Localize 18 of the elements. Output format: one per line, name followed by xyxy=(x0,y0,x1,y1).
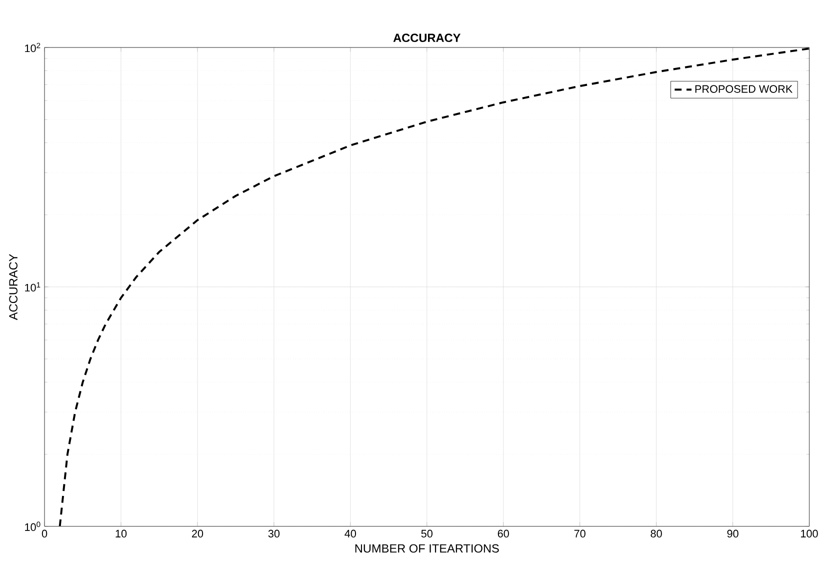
x-tick-label: 50 xyxy=(421,530,432,538)
y-tick-label: 10$^{1}$ xyxy=(25,282,40,292)
x-tick-label: 60 xyxy=(498,530,509,538)
x-tick-label: 90 xyxy=(727,530,738,538)
x-tick-label: 10 xyxy=(116,530,127,538)
x-tick-label: 80 xyxy=(650,530,662,538)
x-axis-title: NUMBER OF ITEARTIONS xyxy=(355,544,499,553)
y-axis-title: ACCURACY xyxy=(9,254,18,320)
chart-title: ACCURACY xyxy=(393,34,461,42)
x-tick-label: 0 xyxy=(42,530,48,538)
legend-label: PROPOSED WORK xyxy=(695,85,793,93)
y-tick-label: 10$^{0}$ xyxy=(25,522,40,532)
x-tick-label: 40 xyxy=(344,530,356,538)
x-tick-label: 70 xyxy=(574,530,586,538)
y-tick-label: 10$^{2}$ xyxy=(25,42,40,52)
x-tick-label: 30 xyxy=(268,530,280,538)
x-tick-label: 100 xyxy=(801,530,818,538)
x-tick-label: 20 xyxy=(192,530,204,538)
